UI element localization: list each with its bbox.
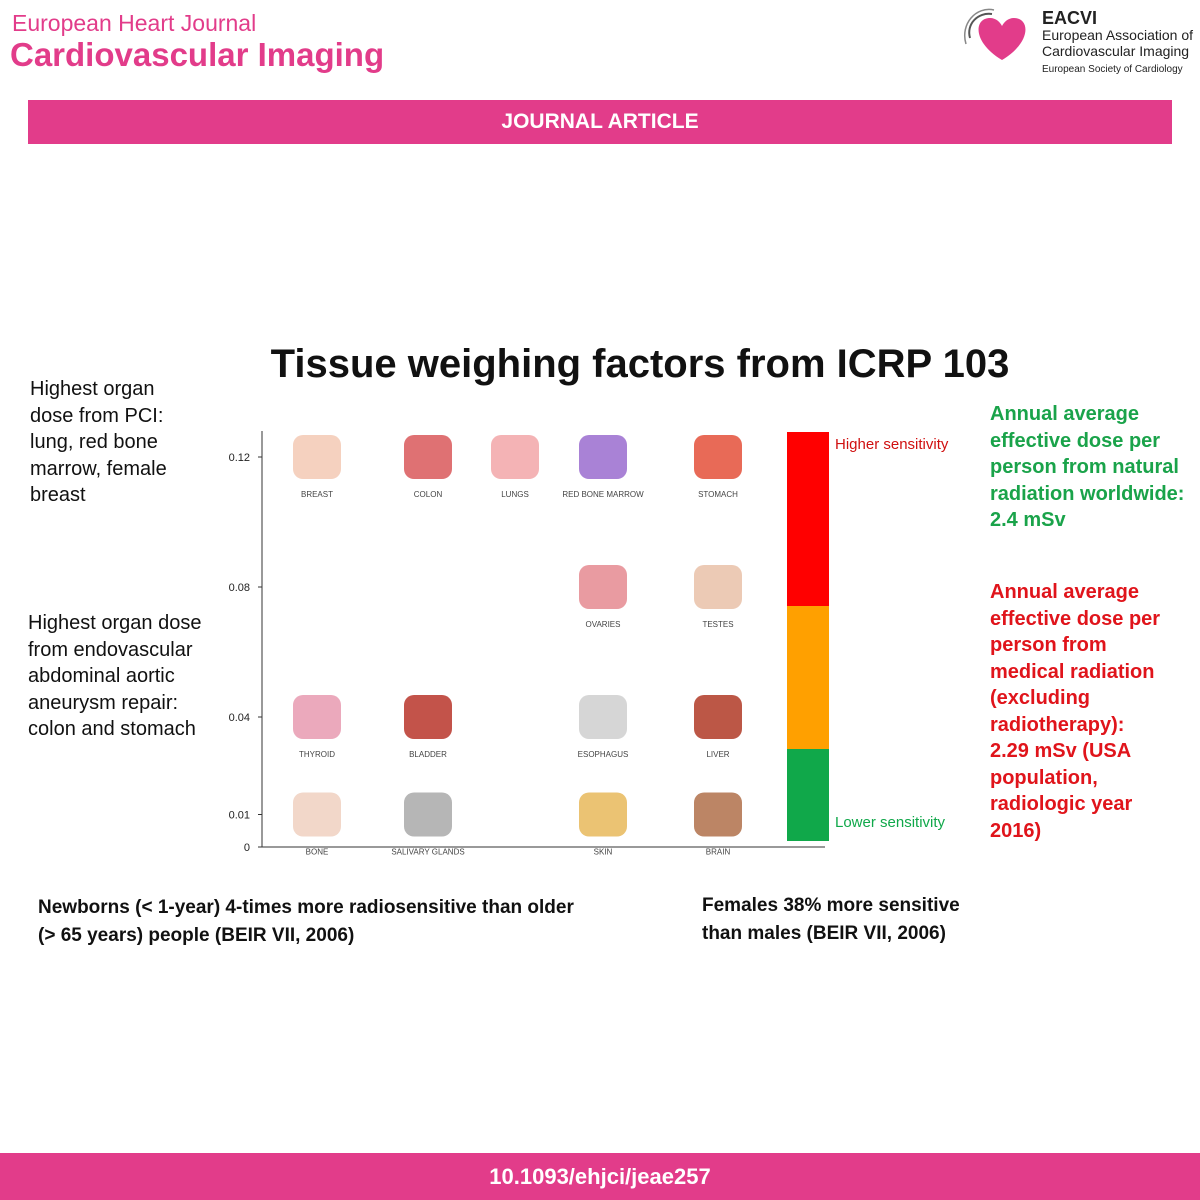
organ-label: SKIN	[594, 848, 613, 857]
organ-label: BRAIN	[706, 848, 731, 857]
journal-title: Cardiovascular Imaging	[10, 36, 385, 73]
sensitivity-high	[787, 432, 829, 606]
organ-label: BONE	[306, 848, 329, 857]
sensitivity-mid	[787, 606, 829, 749]
sensitivity-label: Higher sensitivity	[835, 436, 949, 453]
society-name: Cardiovascular Imaging	[1042, 43, 1190, 59]
organ-label: THYROID	[299, 750, 335, 759]
organ-label: BREAST	[301, 490, 333, 499]
left-note: Highest organ dose from PCI: lung, red b…	[30, 378, 167, 506]
bottom-note: Females 38% more sensitive than males (B…	[702, 895, 960, 944]
organ-icon	[694, 792, 742, 837]
organ-label: LIVER	[706, 750, 729, 759]
organ-icon	[694, 565, 742, 609]
bottom-note: Newborns (< 1-year) 4-times more radiose…	[38, 897, 574, 946]
organ-icon	[694, 435, 742, 479]
banner: JOURNAL ARTICLE	[28, 100, 1172, 144]
chart-title: Tissue weighing factors from ICRP 103	[270, 342, 1010, 386]
left-note: Highest organ dose from endovascular abd…	[28, 612, 202, 740]
organ-icon	[404, 695, 452, 739]
organ-icon	[579, 565, 627, 609]
right-note: Annual average effective dose per person…	[990, 581, 1161, 842]
organ-label: RED BONE MARROW	[562, 490, 644, 499]
society-parent: European Society of Cardiology	[1042, 64, 1183, 75]
organ-label: LUNGS	[501, 490, 529, 499]
organ-label: TESTES	[702, 620, 733, 629]
society-name: European Association of	[1042, 27, 1193, 43]
journal-name: European Heart Journal	[12, 10, 257, 36]
organ-icon	[404, 792, 452, 837]
right-note: Annual average effective dose per person…	[990, 403, 1185, 531]
organ-icon	[404, 435, 452, 479]
y-tick-label: 0.08	[229, 582, 250, 594]
organ-icon	[579, 435, 627, 479]
organ-label: COLON	[414, 490, 443, 499]
organ-icon	[293, 792, 341, 837]
organ-label: STOMACH	[698, 490, 738, 499]
organ-label: BLADDER	[409, 750, 447, 759]
y-tick-label: 0.04	[229, 712, 250, 724]
organ-icon	[694, 695, 742, 739]
footer-doi: 10.1093/ehjci/jeae257	[0, 1153, 1200, 1200]
y-tick-label: 0.12	[229, 452, 250, 464]
sensitivity-label: Lower sensitivity	[835, 814, 946, 831]
organ-icon	[579, 792, 627, 837]
organ-label: OVARIES	[586, 620, 621, 629]
organ-icon	[491, 435, 539, 479]
society-logo	[963, 8, 1026, 60]
organ-icon	[579, 695, 627, 739]
organ-icon	[293, 435, 341, 479]
organ-label: SALIVARY GLANDS	[391, 848, 464, 857]
y-tick-label: 0	[244, 842, 250, 854]
y-tick-label: 0.01	[229, 810, 250, 822]
organ-label: ESOPHAGUS	[578, 750, 629, 759]
organ-icon	[293, 695, 341, 739]
sensitivity-low	[787, 749, 829, 841]
society-acronym: EACVI	[1042, 8, 1098, 28]
society: EACVI European Association of Cardiovasc…	[1042, 8, 1193, 78]
